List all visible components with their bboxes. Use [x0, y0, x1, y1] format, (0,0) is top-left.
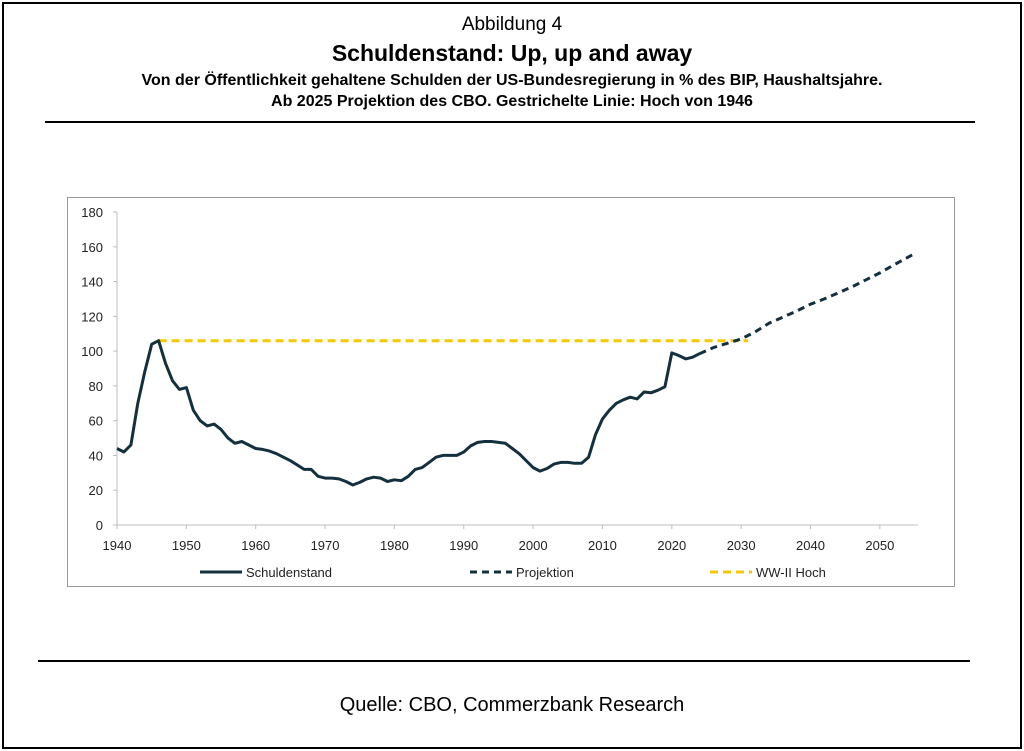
series-line-projektion	[698, 252, 916, 356]
x-tick-label: 2040	[796, 538, 825, 553]
x-tick-label: 1960	[241, 538, 270, 553]
x-tick-label: 2020	[657, 538, 686, 553]
y-tick-label: 140	[81, 275, 103, 290]
legend-label: WW-II Hoch	[756, 565, 826, 580]
y-tick-label: 60	[89, 414, 103, 429]
x-tick-label: 2030	[727, 538, 756, 553]
chart-area	[67, 197, 955, 587]
source-note: Quelle: CBO, Commerzbank Research	[339, 694, 685, 716]
chart-subtitle-line-1: Von der Öffentlichkeit gehaltene Schulde…	[141, 72, 883, 89]
y-tick-label: 80	[89, 379, 103, 394]
chart-subtitle-line-2: Ab 2025 Projektion des CBO. Gestrichelte…	[271, 93, 753, 110]
x-tick-label: 2000	[519, 538, 548, 553]
top-divider	[45, 121, 975, 123]
y-tick-label: 0	[96, 518, 103, 533]
chart-title: Schuldenstand: Up, up and away	[331, 40, 693, 66]
y-tick-label: 160	[81, 240, 103, 255]
x-tick-label: 1950	[172, 538, 201, 553]
y-tick-label: 180	[81, 205, 103, 220]
x-tick-label: 1940	[103, 538, 132, 553]
bottom-divider	[38, 660, 970, 662]
y-tick-label: 100	[81, 344, 103, 359]
legend-label: Schuldenstand	[246, 565, 332, 580]
x-tick-label: 1980	[380, 538, 409, 553]
series-line-schuldenstand	[116, 339, 701, 487]
legend-label: Projektion	[516, 565, 574, 580]
x-tick-label: 2010	[588, 538, 617, 553]
x-tick-label: 2050	[865, 538, 894, 553]
figure-label: Abbildung 4	[461, 14, 563, 35]
y-tick-label: 20	[89, 483, 103, 498]
y-tick-label: 120	[81, 309, 103, 324]
x-tick-label: 1990	[449, 538, 478, 553]
y-tick-label: 40	[89, 448, 103, 463]
x-tick-label: 1970	[311, 538, 340, 553]
